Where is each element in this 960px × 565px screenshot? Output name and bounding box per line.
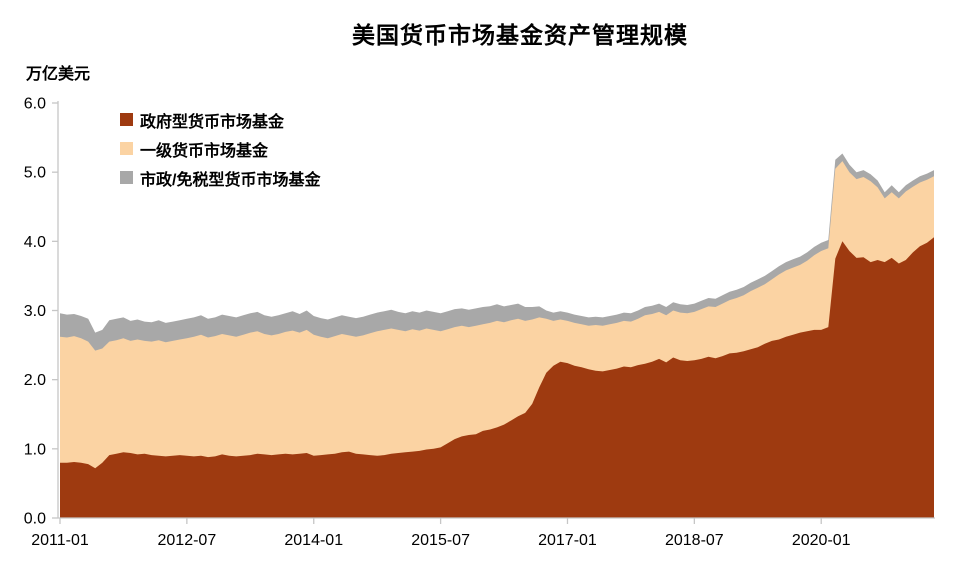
legend-swatch-municipal <box>120 171 133 184</box>
legend-label-municipal: 市政/免税型货币市场基金 <box>140 171 321 189</box>
x-tick-label: 2015-07 <box>411 532 470 549</box>
legend-label-prime: 一级货币市场基金 <box>140 142 269 160</box>
y-tick-label: 1.0 <box>24 441 46 458</box>
y-tick-label: 3.0 <box>24 303 46 320</box>
y-tick-label: 4.0 <box>24 234 46 251</box>
y-tick-label: 5.0 <box>24 165 46 182</box>
x-tick-label: 2011-01 <box>31 532 89 549</box>
legend-swatch-government <box>120 113 133 126</box>
area-government <box>60 237 934 518</box>
x-tick-label: 2018-07 <box>665 532 724 549</box>
x-tick-label: 2017-01 <box>538 532 597 549</box>
chart-title: 美国货币市场基金资产管理规模 <box>352 22 688 48</box>
y-tick-label: 2.0 <box>24 372 46 389</box>
legend-label-government: 政府型货币市场基金 <box>140 113 285 131</box>
legend-item-government: 政府型货币市场基金 <box>120 105 320 134</box>
y-tick-label: 6.0 <box>24 96 46 113</box>
y-axis-unit-label: 万亿美元 <box>26 66 91 83</box>
y-tick-label: 0.0 <box>24 511 46 528</box>
legend: 政府型货币市场基金 一级货币市场基金 市政/免税型货币市场基金 <box>120 105 320 192</box>
x-tick-label: 2014-01 <box>284 532 343 549</box>
legend-item-prime: 一级货币市场基金 <box>120 134 320 163</box>
x-tick-label: 2012-07 <box>158 532 217 549</box>
x-tick-label: 2020-01 <box>792 532 851 549</box>
legend-swatch-prime <box>120 142 133 155</box>
legend-item-municipal: 市政/免税型货币市场基金 <box>120 163 320 192</box>
